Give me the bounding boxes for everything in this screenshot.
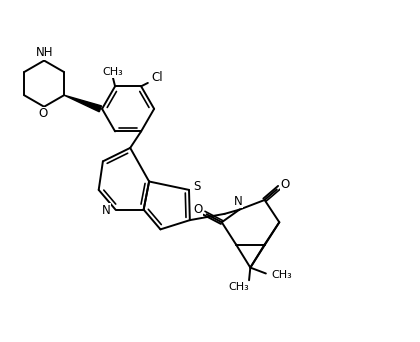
Text: S: S — [194, 180, 201, 193]
Text: CH₃: CH₃ — [271, 270, 292, 280]
Text: Cl: Cl — [151, 71, 163, 84]
Text: N: N — [234, 195, 242, 208]
Text: O: O — [194, 203, 203, 216]
Text: CH₃: CH₃ — [102, 67, 123, 77]
Text: O: O — [281, 179, 290, 192]
Text: N: N — [102, 204, 110, 217]
Polygon shape — [64, 95, 102, 112]
Text: O: O — [38, 107, 47, 120]
Text: CH₃: CH₃ — [228, 282, 249, 292]
Text: NH: NH — [36, 47, 54, 60]
